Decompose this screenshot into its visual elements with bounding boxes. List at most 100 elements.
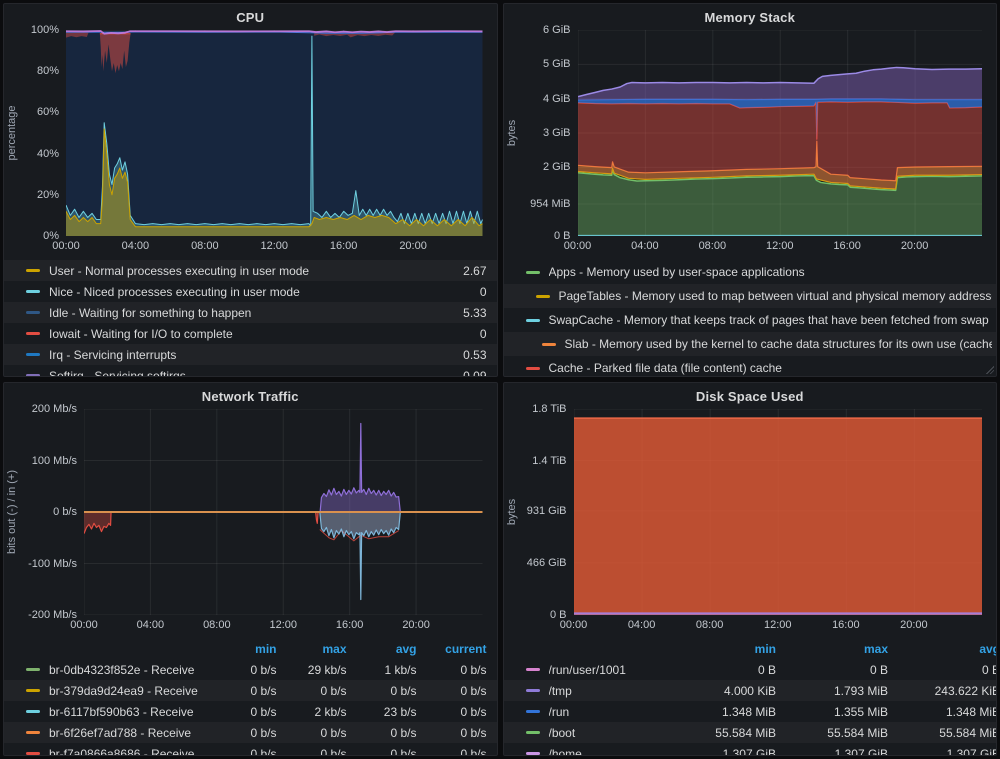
panel-disk: Disk Space Used bytes 0 B466 GiB931 GiB1… — [503, 382, 998, 756]
legend-value-avg: 0 b/s — [347, 747, 417, 756]
legend-value-min: 1.307 GiB — [664, 747, 776, 756]
legend-item[interactable]: /run/user/10010 B0 B0 B — [504, 659, 997, 680]
legend-value-avg: 1 kb/s — [347, 663, 417, 677]
series-color-swatch — [26, 668, 40, 671]
x-tick-label: 00:00 — [52, 240, 80, 252]
legend-value-avg: 1.307 GiB — [888, 747, 996, 756]
legend-item[interactable]: Slab - Memory used by the kernel to cach… — [504, 332, 997, 356]
legend-column-max[interactable]: max — [776, 642, 888, 656]
legend-value-max: 0 B — [776, 663, 888, 677]
legend-item-label: Nice - Niced processes executing in user… — [49, 285, 447, 299]
network-plot[interactable] — [84, 409, 483, 615]
legend-value-avg: 0 B — [888, 663, 996, 677]
panel-title-disk[interactable]: Disk Space Used — [504, 383, 997, 409]
legend-value-min: 0 b/s — [207, 705, 277, 719]
legend-value-min: 55.584 MiB — [664, 726, 776, 740]
legend-item[interactable]: Cache - Parked file data (file content) … — [504, 356, 997, 376]
legend-item-label: Idle - Waiting for something to happen — [49, 306, 447, 320]
x-tick-label: 20:00 — [901, 240, 929, 252]
series-color-swatch — [526, 367, 540, 370]
legend-column-avg[interactable]: avg — [888, 642, 996, 656]
legend-item-label: Softirq - Servicing softirqs — [49, 369, 447, 377]
legend-value-min: 0 b/s — [207, 663, 277, 677]
disk-legend: minmaxavg/run/user/10010 B0 B0 B/tmp4.00… — [504, 635, 997, 755]
legend-item[interactable]: User - Normal processes executing in use… — [4, 260, 497, 281]
y-axis-label-text: bytes — [506, 499, 518, 525]
legend-value-avg: 55.584 MiB — [888, 726, 996, 740]
legend-column-min[interactable]: min — [207, 642, 277, 656]
cpu-plot-svg — [66, 30, 483, 236]
panel-resize-handle[interactable] — [985, 365, 994, 374]
cpu-x-ticks: 00:0004:0008:0012:0016:0020:00 — [66, 236, 483, 256]
x-tick-label: 12:00 — [269, 619, 297, 631]
disk-plot[interactable] — [574, 409, 983, 615]
x-tick-label: 04:00 — [631, 240, 659, 252]
x-tick-label: 08:00 — [191, 240, 219, 252]
legend-item[interactable]: Iowait - Waiting for I/O to complete0 — [4, 323, 497, 344]
legend-table: minmaxavgcurrent br-0db4323f852e - Receiv… — [4, 639, 497, 755]
legend-item[interactable]: PageTables - Memory used to map between … — [504, 284, 997, 308]
legend-value-current: 0 b/s — [417, 684, 487, 698]
legend-column-avg[interactable]: avg — [347, 642, 417, 656]
legend-item[interactable]: Irq - Servicing interrupts0.53 — [4, 344, 497, 365]
panel-title-network[interactable]: Network Traffic — [4, 383, 497, 409]
network-legend: minmaxavgcurrent br-0db4323f852e - Receiv… — [4, 635, 497, 755]
legend-item-label: br-0db4323f852e - Receive — [49, 663, 207, 677]
memory-legend: Apps - Memory used by user-space applica… — [504, 256, 997, 376]
legend-item[interactable]: br-0db4323f852e - Receive0 b/s29 kb/s1 k… — [4, 659, 497, 680]
series-color-swatch — [526, 710, 540, 713]
series-color-swatch — [26, 731, 40, 734]
legend-item[interactable]: SwapCache - Memory that keeps track of p… — [504, 308, 997, 332]
legend-column-current[interactable]: current — [417, 642, 487, 656]
panel-title-cpu[interactable]: CPU — [4, 4, 497, 30]
legend-item[interactable]: Idle - Waiting for something to happen5.… — [4, 302, 497, 323]
panel-title-memory[interactable]: Memory Stack — [504, 4, 997, 30]
legend-value-avg: 0 b/s — [347, 684, 417, 698]
series-color-swatch — [26, 269, 40, 272]
series-color-swatch — [526, 668, 540, 671]
y-tick-label: 100% — [31, 24, 59, 36]
series-color-swatch — [26, 374, 40, 376]
network-y-axis-label: bits out (-) / in (+) — [4, 409, 20, 615]
legend-item-label: /tmp — [549, 684, 665, 698]
legend-value-max: 1.307 GiB — [776, 747, 888, 756]
panel-cpu: CPU percentage 0%20%40%60%80%100% 00:000… — [3, 3, 498, 377]
legend-column-min[interactable]: min — [664, 642, 776, 656]
cpu-chart: percentage 0%20%40%60%80%100% — [4, 30, 497, 236]
panel-memory: Memory Stack bytes 0 B954 MiB2 GiB3 GiB4… — [503, 3, 998, 377]
x-tick-label: 04:00 — [137, 619, 165, 631]
legend-item[interactable]: br-6117bf590b63 - Receive0 b/s2 kb/s23 b… — [4, 701, 497, 722]
legend-column-max[interactable]: max — [277, 642, 347, 656]
legend-item[interactable]: Softirq - Servicing softirqs0.09 — [4, 365, 497, 376]
legend-table: User - Normal processes executing in use… — [4, 260, 497, 376]
memory-chart: bytes 0 B954 MiB2 GiB3 GiB4 GiB5 GiB6 Gi… — [504, 30, 997, 236]
legend-item[interactable]: Apps - Memory used by user-space applica… — [504, 260, 997, 284]
legend-item[interactable]: br-f7a0866a8686 - Receive0 b/s0 b/s0 b/s… — [4, 743, 497, 755]
legend-item[interactable]: /run1.348 MiB1.355 MiB1.348 MiB — [504, 701, 997, 722]
legend-item[interactable]: /tmp4.000 KiB1.793 MiB243.622 KiB — [504, 680, 997, 701]
legend-item-label: Iowait - Waiting for I/O to complete — [49, 327, 447, 341]
legend-item[interactable]: br-6f26ef7ad788 - Receive0 b/s0 b/s0 b/s… — [4, 722, 497, 743]
y-tick-label: 2 GiB — [543, 161, 571, 173]
legend-value-max: 0 b/s — [277, 726, 347, 740]
y-tick-label: 3 GiB — [543, 127, 571, 139]
legend-item-label: User - Normal processes executing in use… — [49, 264, 447, 278]
series-color-swatch — [26, 689, 40, 692]
x-tick-label: 00:00 — [564, 240, 592, 252]
series-color-swatch — [526, 731, 540, 734]
legend-value-min: 4.000 KiB — [664, 684, 776, 698]
legend-value-current: 0 b/s — [417, 747, 487, 756]
legend-item[interactable]: Nice - Niced processes executing in user… — [4, 281, 497, 302]
x-tick-label: 12:00 — [766, 240, 794, 252]
x-tick-label: 08:00 — [696, 619, 724, 631]
legend-item[interactable]: br-379da9d24ea9 - Receive0 b/s0 b/s0 b/s… — [4, 680, 497, 701]
memory-plot[interactable] — [578, 30, 983, 236]
disk-chart: bytes 0 B466 GiB931 GiB1.4 TiB1.8 TiB — [504, 409, 997, 615]
series-color-swatch — [542, 343, 556, 346]
cpu-plot[interactable] — [66, 30, 483, 236]
legend-item[interactable]: /home1.307 GiB1.307 GiB1.307 GiB — [504, 743, 997, 755]
legend-item[interactable]: /boot55.584 MiB55.584 MiB55.584 MiB — [504, 722, 997, 743]
legend-value-max: 29 kb/s — [277, 663, 347, 677]
memory-x-ticks: 00:0004:0008:0012:0016:0020:00 — [578, 236, 983, 256]
disk-y-axis-label: bytes — [504, 409, 520, 615]
